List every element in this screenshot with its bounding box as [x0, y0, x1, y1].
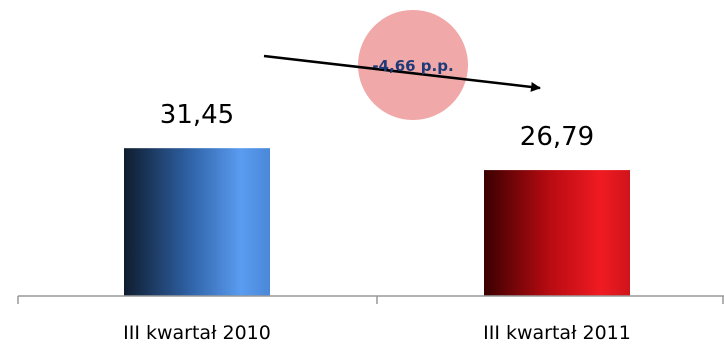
- delta-arrow: [263, 54, 541, 92]
- delta-label: -4,66 p.p.: [372, 57, 453, 75]
- category-label: III kwartał 2010: [123, 322, 271, 344]
- delta-annotation: -4,66 p.p.: [263, 10, 541, 120]
- bar-2: [484, 170, 630, 296]
- bars-layer: [124, 148, 630, 296]
- delta-circle: [358, 10, 468, 120]
- category-label: III kwartał 2011: [483, 322, 631, 344]
- bar-1: [124, 148, 270, 296]
- bar-value-label: 31,45: [160, 100, 234, 130]
- bar-value-label: 26,79: [520, 122, 594, 152]
- labels-layer: 31,45 III kwartał 2010 26,79 III kwartał 20…: [123, 100, 631, 344]
